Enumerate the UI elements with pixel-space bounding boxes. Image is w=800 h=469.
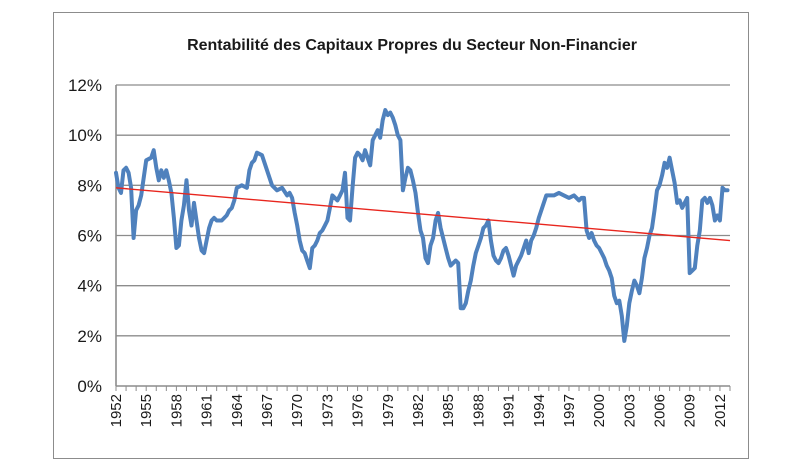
series-layer [114, 108, 731, 343]
x-tick-label: 1955 [138, 394, 155, 427]
y-tick-label: 6% [77, 227, 102, 246]
y-tick-label: 12% [68, 76, 102, 95]
x-tick-label: 1973 [319, 394, 336, 427]
x-tick-label: 1961 [199, 394, 216, 427]
x-tick-label: 1964 [229, 394, 246, 427]
x-tick-label: 1967 [259, 394, 276, 427]
gridlines [115, 84, 731, 391]
x-axis-ticks: 1952 1955 1958 1961 1964 1967 1970 1973 1976 1979… [108, 394, 729, 427]
x-tick-label: 1970 [289, 394, 306, 427]
x-tick-label: 1976 [350, 394, 367, 427]
x-tick-label: 1991 [501, 394, 518, 427]
y-axis-ticks: 0% 2% 4% 6% 8% 10% 12% [68, 76, 102, 396]
x-tick-label: 2012 [712, 394, 729, 427]
trend-line [115, 187, 731, 242]
chart-title: Rentabilité des Capitaux Propres du Sect… [187, 37, 637, 54]
x-tick-label: 2009 [682, 394, 699, 427]
x-tick-label: 1958 [168, 394, 185, 427]
y-tick-label: 4% [77, 277, 102, 296]
y-tick-label: 8% [77, 176, 102, 195]
x-tick-label: 1985 [440, 394, 457, 427]
x-tick-label: 2000 [591, 394, 608, 427]
y-tick-label: 0% [77, 377, 102, 396]
x-tick-label: 1988 [470, 394, 487, 427]
y-tick-label: 2% [77, 327, 102, 346]
x-tick-label: 2003 [621, 394, 638, 427]
x-tick-label: 2006 [652, 394, 669, 427]
x-tick-label: 1997 [561, 394, 578, 427]
y-tick-label: 10% [68, 126, 102, 145]
x-tick-label: 1994 [531, 394, 548, 427]
x-tick-label: 1982 [410, 394, 427, 427]
x-tick-label: 1979 [380, 394, 397, 427]
roe-series-line [114, 108, 730, 343]
x-tick-label: 1952 [108, 394, 125, 427]
